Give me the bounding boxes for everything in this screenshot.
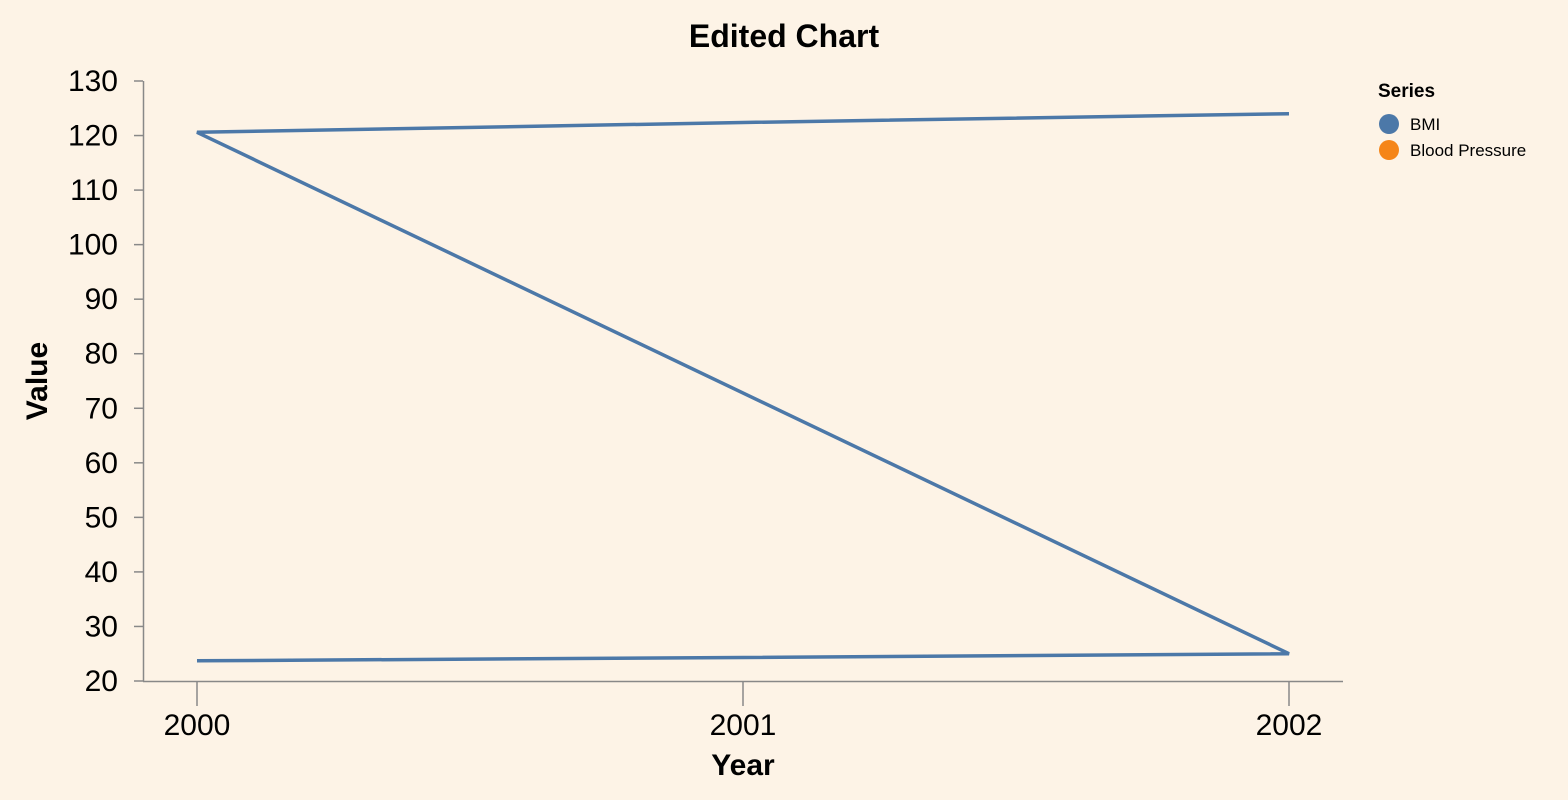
legend-swatch — [1379, 140, 1399, 160]
series-line-bmi — [196, 111, 1290, 663]
x-axis-title: Year — [711, 749, 775, 782]
x-tick-label: 2000 — [164, 709, 231, 742]
legend: Series BMI Blood Pressure — [1378, 81, 1526, 160]
y-tick-label: 110 — [70, 174, 118, 207]
x-tick-label: 2002 — [1256, 709, 1323, 742]
legend-label: BMI — [1410, 115, 1440, 134]
y-tick-label: 20 — [85, 665, 118, 698]
y-axis: 20 30 40 50 60 70 80 90 100 110 120 130 — [68, 65, 145, 698]
y-tick-label: 70 — [85, 392, 118, 425]
legend-label: Blood Pressure — [1410, 141, 1526, 160]
y-tick-label: 40 — [85, 556, 118, 589]
y-tick-label: 120 — [68, 120, 118, 153]
chart-title: Edited Chart — [689, 18, 880, 54]
x-axis: 2000 2001 2002 — [143, 680, 1343, 742]
legend-items: BMI Blood Pressure — [1379, 114, 1526, 160]
legend-title: Series — [1378, 81, 1435, 102]
y-tick-label: 50 — [85, 501, 118, 534]
y-tick-label: 100 — [68, 229, 118, 262]
y-tick-label: 80 — [85, 338, 118, 371]
y-tick-label: 90 — [85, 283, 118, 316]
x-tick-label: 2001 — [710, 709, 777, 742]
legend-swatch — [1379, 114, 1399, 134]
y-tick-label: 130 — [68, 65, 118, 98]
y-tick-label: 60 — [85, 447, 118, 480]
y-axis-title: Value — [21, 342, 54, 420]
series-lines — [196, 111, 1290, 663]
y-tick-label: 30 — [85, 610, 118, 643]
